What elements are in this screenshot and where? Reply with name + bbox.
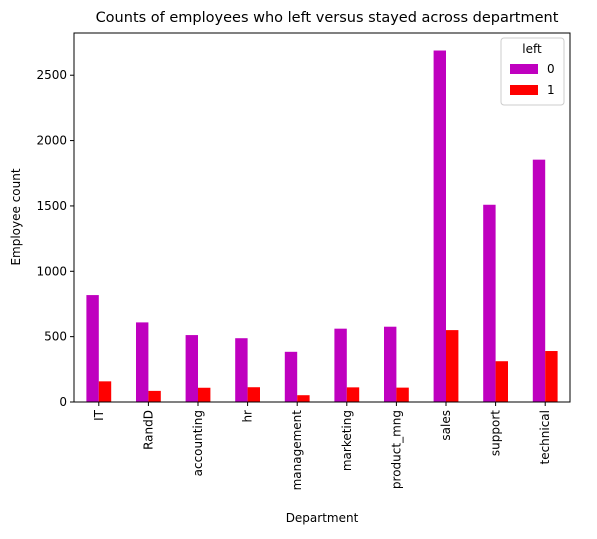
legend-swatch-1 [510, 85, 538, 95]
x-tick-label-RandD: RandD [141, 410, 155, 450]
x-axis-ticks: IT RandD accounting hr management marketing pr… [92, 402, 552, 490]
bar-management-left-0 [285, 352, 297, 402]
y-tick-label: 2000 [36, 134, 67, 148]
y-tick-label: 1500 [36, 199, 67, 213]
bars-group [86, 51, 557, 402]
legend-swatch-0 [510, 64, 538, 74]
bar-marketing-left-0 [334, 329, 346, 402]
bar-support-left-1 [496, 361, 508, 402]
bar-technical-left-0 [533, 160, 545, 402]
bar-IT-left-0 [86, 295, 98, 402]
bar-product_mng-left-1 [396, 388, 408, 402]
chart-title: Counts of employees who left versus stay… [96, 10, 559, 26]
x-tick-label-management: management [290, 410, 304, 491]
x-tick-label-IT: IT [92, 409, 106, 421]
bar-RandD-left-0 [136, 322, 148, 402]
bar-hr-left-1 [248, 387, 260, 402]
bar-RandD-left-1 [148, 391, 160, 402]
legend-title: left [522, 42, 542, 56]
x-tick-label-marketing: marketing [340, 410, 354, 471]
bar-IT-left-1 [99, 381, 111, 402]
legend: left 0 1 [501, 38, 564, 105]
y-axis-label: Employee count [9, 168, 23, 265]
x-tick-label-hr: hr [241, 410, 255, 423]
y-tick-label: 2500 [36, 68, 67, 82]
x-axis-label: Department [286, 511, 359, 525]
bar-accounting-left-1 [198, 388, 210, 402]
bar-accounting-left-0 [186, 335, 198, 402]
legend-label-0: 0 [547, 62, 555, 76]
bar-sales-left-0 [434, 51, 446, 402]
legend-label-1: 1 [547, 83, 555, 97]
bar-management-left-1 [297, 395, 309, 402]
bar-product_mng-left-0 [384, 327, 396, 402]
bar-sales-left-1 [446, 330, 458, 402]
bar-support-left-0 [483, 205, 495, 402]
x-tick-label-support: support [489, 410, 503, 456]
x-tick-label-product_mng: product_mng [389, 410, 403, 489]
y-tick-label: 500 [44, 330, 67, 344]
x-tick-label-technical: technical [538, 410, 552, 465]
x-tick-label-accounting: accounting [191, 410, 205, 476]
y-tick-label: 0 [59, 395, 67, 409]
x-tick-label-sales: sales [439, 410, 453, 441]
bar-hr-left-0 [235, 338, 247, 402]
bar-technical-left-1 [545, 351, 557, 402]
bar-marketing-left-1 [347, 387, 359, 402]
y-tick-label: 1000 [36, 264, 67, 278]
y-axis-ticks: 0 500 1000 1500 2000 2500 [36, 68, 74, 409]
